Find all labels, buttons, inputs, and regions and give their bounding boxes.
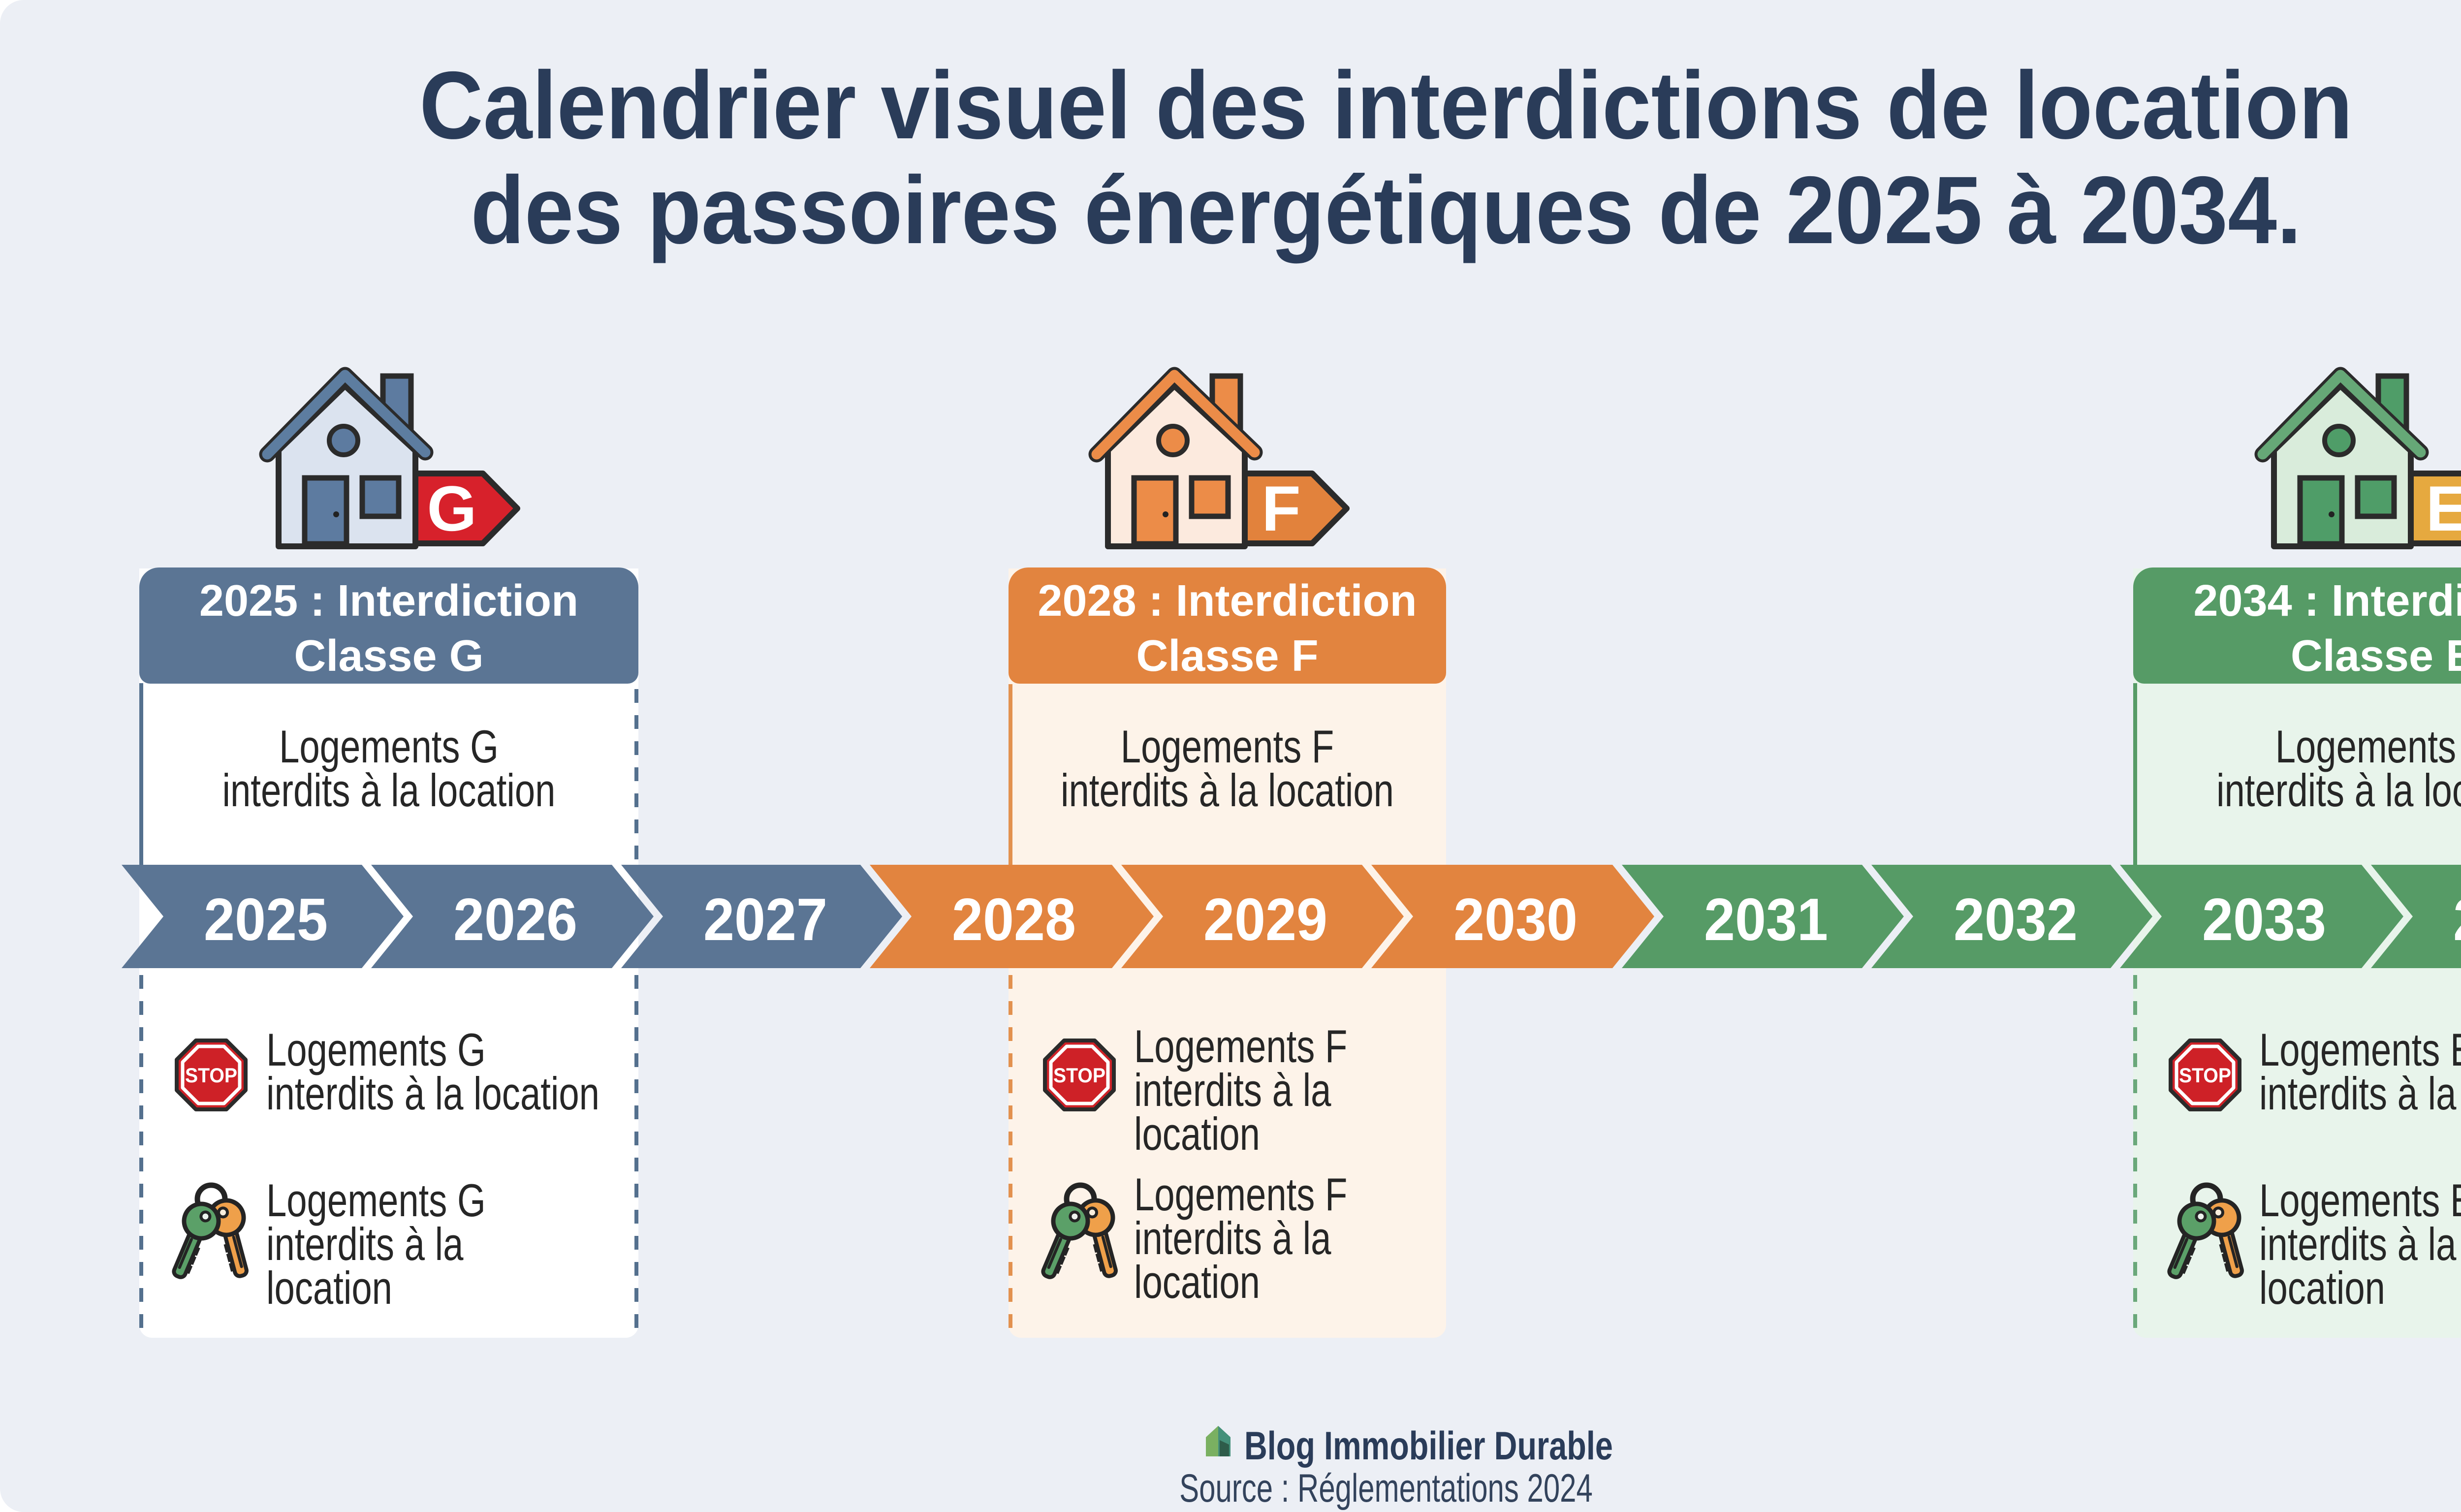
- svg-text:STOP: STOP: [185, 1064, 237, 1087]
- svg-text:STOP: STOP: [1053, 1064, 1105, 1087]
- svg-text:F: F: [1262, 472, 1300, 544]
- svg-text:E: E: [2426, 472, 2461, 544]
- svg-text:G: G: [427, 472, 476, 544]
- svg-text:STOP: STOP: [2179, 1064, 2231, 1087]
- svg-text:2025: 2025: [204, 886, 328, 953]
- svg-text:2029: 2029: [1203, 886, 1327, 953]
- svg-text:2031: 2031: [1704, 886, 1828, 953]
- svg-text:2034: 2034: [2453, 886, 2461, 953]
- svg-text:2026: 2026: [453, 886, 577, 953]
- svg-text:2032: 2032: [1954, 886, 2078, 953]
- svg-text:2027: 2027: [703, 886, 827, 953]
- svg-text:2030: 2030: [1453, 886, 1578, 953]
- svg-text:2028: 2028: [952, 886, 1076, 953]
- svg-text:2033: 2033: [2202, 886, 2326, 953]
